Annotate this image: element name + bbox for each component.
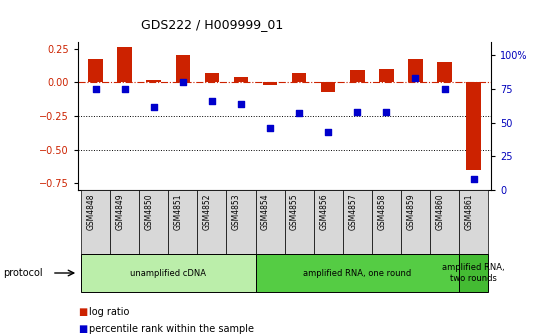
Point bbox=[411, 76, 420, 81]
Bar bbox=[466, 82, 481, 170]
Text: GSM4855: GSM4855 bbox=[290, 193, 299, 230]
Bar bbox=[256, 190, 285, 254]
Text: percentile rank within the sample: percentile rank within the sample bbox=[89, 324, 254, 334]
Bar bbox=[139, 190, 169, 254]
Text: ■: ■ bbox=[78, 307, 88, 318]
Bar bbox=[88, 59, 103, 82]
Point bbox=[353, 109, 362, 115]
Text: GSM4858: GSM4858 bbox=[377, 193, 386, 229]
Bar bbox=[198, 190, 227, 254]
Bar bbox=[401, 190, 430, 254]
Text: amplified RNA,
two rounds: amplified RNA, two rounds bbox=[442, 263, 505, 283]
Text: GSM4859: GSM4859 bbox=[406, 193, 416, 230]
Bar bbox=[285, 190, 314, 254]
Bar bbox=[379, 69, 393, 82]
Point bbox=[208, 98, 217, 104]
Point bbox=[120, 86, 129, 92]
Bar bbox=[81, 190, 110, 254]
Text: GSM4849: GSM4849 bbox=[116, 193, 124, 230]
Bar bbox=[81, 254, 256, 292]
Bar bbox=[169, 190, 198, 254]
Point bbox=[149, 104, 158, 109]
Bar bbox=[292, 73, 306, 82]
Text: GSM4848: GSM4848 bbox=[86, 193, 95, 229]
Bar bbox=[321, 82, 335, 92]
Text: log ratio: log ratio bbox=[89, 307, 129, 318]
Bar bbox=[372, 190, 401, 254]
Point bbox=[266, 125, 275, 131]
Point bbox=[469, 176, 478, 182]
Point bbox=[324, 129, 333, 135]
Text: GSM4853: GSM4853 bbox=[232, 193, 241, 230]
Text: GSM4857: GSM4857 bbox=[348, 193, 357, 230]
Bar bbox=[110, 190, 139, 254]
Bar bbox=[437, 62, 452, 82]
Text: protocol: protocol bbox=[3, 268, 42, 278]
Bar bbox=[146, 80, 161, 82]
Bar bbox=[205, 73, 219, 82]
Bar bbox=[430, 190, 459, 254]
Point bbox=[179, 80, 187, 85]
Text: unamplified cDNA: unamplified cDNA bbox=[130, 268, 206, 278]
Text: GSM4856: GSM4856 bbox=[319, 193, 328, 230]
Point bbox=[237, 101, 246, 107]
Bar bbox=[314, 190, 343, 254]
Text: GDS222 / H009999_01: GDS222 / H009999_01 bbox=[141, 18, 283, 32]
Bar bbox=[227, 190, 256, 254]
Bar bbox=[263, 82, 277, 85]
Text: ■: ■ bbox=[78, 324, 88, 334]
Bar bbox=[176, 55, 190, 82]
Text: amplified RNA, one round: amplified RNA, one round bbox=[303, 268, 411, 278]
Point bbox=[295, 111, 304, 116]
Text: GSM4861: GSM4861 bbox=[465, 193, 474, 229]
Text: GSM4851: GSM4851 bbox=[174, 193, 183, 229]
Bar bbox=[256, 254, 459, 292]
Bar bbox=[343, 190, 372, 254]
Text: GSM4852: GSM4852 bbox=[203, 193, 212, 229]
Point bbox=[440, 86, 449, 92]
Bar bbox=[408, 59, 423, 82]
Point bbox=[91, 86, 100, 92]
Bar bbox=[234, 77, 248, 82]
Bar bbox=[117, 47, 132, 82]
Bar bbox=[350, 70, 364, 82]
Bar bbox=[459, 254, 488, 292]
Text: GSM4850: GSM4850 bbox=[145, 193, 153, 230]
Bar bbox=[459, 190, 488, 254]
Point bbox=[382, 109, 391, 115]
Text: GSM4860: GSM4860 bbox=[435, 193, 445, 230]
Text: GSM4854: GSM4854 bbox=[261, 193, 270, 230]
